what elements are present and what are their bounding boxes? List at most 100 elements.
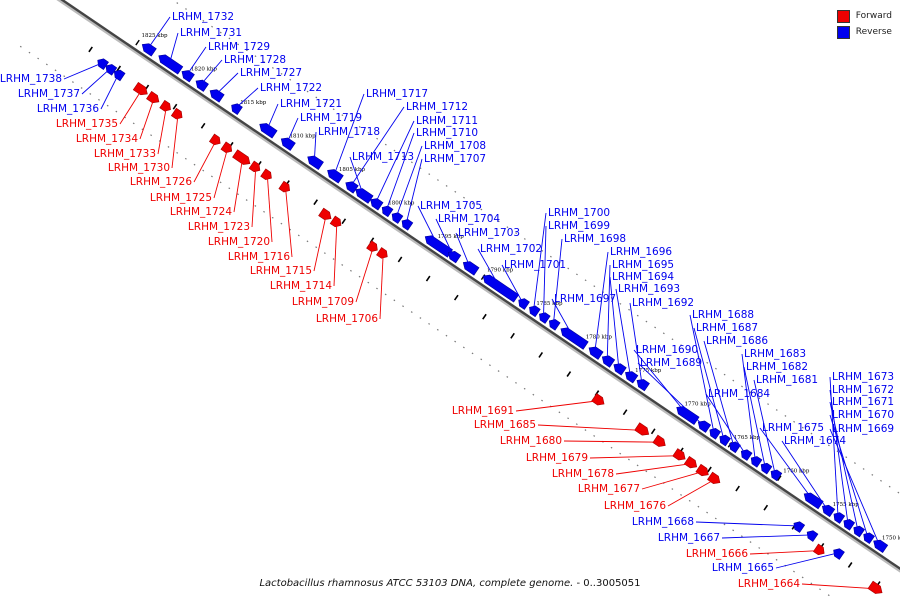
gene-arrow xyxy=(195,79,209,92)
gene-leader-line xyxy=(705,393,746,455)
minor-tick xyxy=(566,371,572,377)
gene-arrow xyxy=(719,434,731,447)
minor-tick xyxy=(172,103,178,110)
gene-label: LRHM_1690 xyxy=(636,344,698,356)
gene-arrow xyxy=(329,215,342,228)
gene-arrow xyxy=(652,434,666,447)
gene-arrow xyxy=(636,379,650,392)
gene-label: LRHM_1672 xyxy=(832,384,894,396)
gene-arrow xyxy=(750,456,763,468)
minor-tick xyxy=(482,313,487,320)
gene-label: LRHM_1721 xyxy=(280,98,342,110)
gene-label: LRHM_1677 xyxy=(578,483,640,495)
gene-arrow xyxy=(867,580,883,594)
gene-label: LRHM_1664 xyxy=(738,578,800,590)
gene-arrow xyxy=(232,149,251,165)
tick-label: 1785 kbp xyxy=(536,301,563,307)
gene-leader-line xyxy=(743,366,766,468)
gene-label: LRHM_1727 xyxy=(240,67,302,79)
gene-label: LRHM_1733 xyxy=(94,148,156,160)
gene-leader-line xyxy=(552,238,563,324)
gene-leader-line xyxy=(171,114,179,169)
gene-leader-line xyxy=(801,583,877,590)
gene-label: LRHM_1686 xyxy=(706,335,768,347)
gene-label: LRHM_1666 xyxy=(686,548,748,560)
gene-leader-line xyxy=(537,424,643,431)
gene-label: LRHM_1717 xyxy=(366,88,428,100)
gene-label: LRHM_1713 xyxy=(352,151,414,163)
gene-label: LRHM_1695 xyxy=(612,259,674,271)
gene-arrow xyxy=(401,219,414,231)
gene-leader-line xyxy=(350,106,405,187)
gene-label: LRHM_1680 xyxy=(500,435,562,447)
gene-arrow xyxy=(381,205,394,218)
gene-leader-line xyxy=(829,401,859,531)
gene-arrow xyxy=(181,70,195,83)
gene-leader-line xyxy=(515,400,600,412)
gene-label: LRHM_1683 xyxy=(744,348,806,360)
minor-tick xyxy=(88,46,93,53)
gene-leader-line xyxy=(829,389,849,524)
backbone-shadow xyxy=(56,0,900,573)
gene-label: LRHM_1681 xyxy=(756,374,818,386)
tick-label: 1805 kbp xyxy=(339,167,366,173)
gene-arrow xyxy=(634,422,650,436)
gene-label: LRHM_1728 xyxy=(224,54,286,66)
tick-label: 1775 kbp xyxy=(635,368,662,374)
gene-label: LRHM_1694 xyxy=(612,271,674,283)
gene-leader-line xyxy=(285,187,293,258)
gene-arrow xyxy=(518,298,530,310)
gene-arrow xyxy=(760,462,773,475)
gene-arrow xyxy=(462,261,480,276)
gene-arrow xyxy=(170,107,183,120)
minor-tick xyxy=(116,65,122,72)
gene-arrow xyxy=(833,548,845,560)
gene-leader-line xyxy=(477,248,501,288)
gene-label: LRHM_1674 xyxy=(784,435,846,447)
gene-label: LRHM_1676 xyxy=(604,500,666,512)
minor-tick xyxy=(622,409,628,416)
minor-tick xyxy=(453,294,459,301)
gene-leader-line xyxy=(594,251,609,352)
gene-leader-line xyxy=(313,131,317,162)
gene-label: LRHM_1708 xyxy=(424,140,486,152)
gene-label: LRHM_1698 xyxy=(564,233,626,245)
gene-leader-line xyxy=(349,156,364,195)
gene-leader-line xyxy=(781,440,828,510)
gene-arrow xyxy=(853,525,865,538)
gene-leader-line xyxy=(667,478,716,507)
gene-label: LRHM_1673 xyxy=(832,371,894,383)
gene-label: LRHM_1682 xyxy=(746,361,808,373)
minor-tick xyxy=(707,466,712,473)
gene-arrow xyxy=(366,240,378,252)
gene-label: LRHM_1716 xyxy=(228,251,290,263)
gene-arrow xyxy=(548,319,561,331)
minor-tick xyxy=(313,199,318,206)
gene-label: LRHM_1707 xyxy=(424,153,486,165)
gene-label: LRHM_1696 xyxy=(610,246,672,258)
gene-label: LRHM_1697 xyxy=(554,293,616,305)
gene-label: LRHM_1725 xyxy=(150,192,212,204)
gene-leader-line xyxy=(200,59,223,85)
gene-arrow xyxy=(231,103,243,115)
gene-leader-line xyxy=(629,302,643,384)
gene-label: LRHM_1705 xyxy=(420,200,482,212)
gene-label: LRHM_1712 xyxy=(406,101,468,113)
gene-label: LRHM_1693 xyxy=(618,283,680,295)
gene-label: LRHM_1684 xyxy=(708,388,770,400)
gene-arrow xyxy=(601,355,616,368)
gene-arrow xyxy=(625,371,639,384)
gene-leader-line xyxy=(233,158,243,213)
gene-leader-line xyxy=(615,463,692,475)
gene-leader-line xyxy=(435,218,454,256)
gene-label: LRHM_1692 xyxy=(632,297,694,309)
gene-label: LRHM_1687 xyxy=(696,322,758,334)
gene-label: LRHM_1734 xyxy=(76,133,138,145)
gene-label: LRHM_1670 xyxy=(832,409,894,421)
gene-leader-line xyxy=(119,89,142,125)
gene-arrow xyxy=(447,251,462,264)
gene-arrow xyxy=(676,406,700,425)
gene-leader-line xyxy=(379,254,384,320)
gene-label: LRHM_1703 xyxy=(458,227,520,239)
